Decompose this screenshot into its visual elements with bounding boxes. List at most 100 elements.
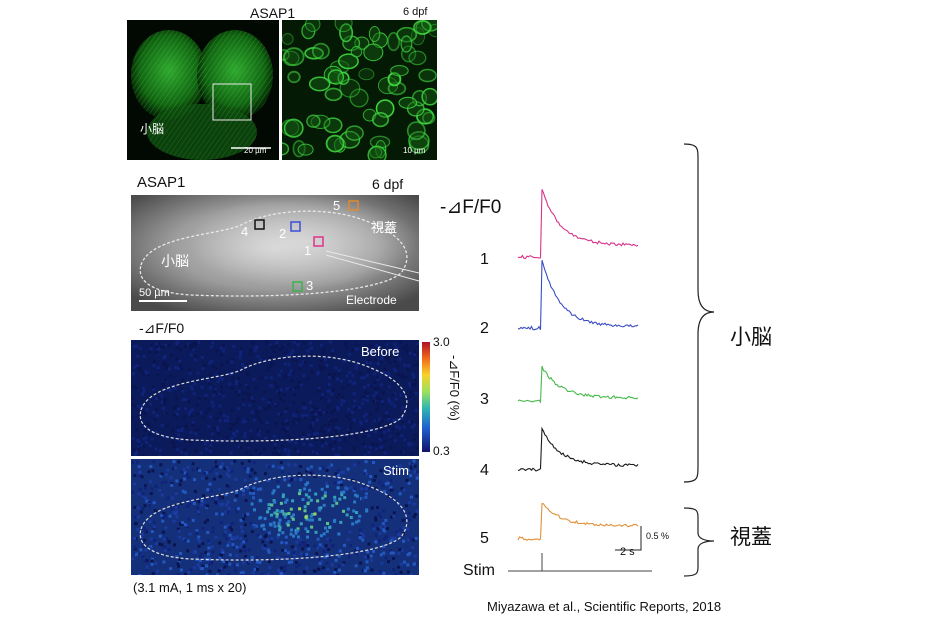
heatmap-pixel [143, 411, 147, 415]
heatmap-pixel [235, 554, 239, 558]
trace-label-2: 2 [480, 320, 489, 337]
heatmap-pixel [328, 372, 331, 376]
heatmap-pixel [233, 459, 237, 463]
heatmap-pixel [277, 568, 280, 572]
heatmap-pixel [239, 346, 243, 350]
heatmap-pixel [160, 493, 164, 497]
heatmap-pixel [241, 363, 245, 366]
heatmap-pixel [192, 502, 196, 505]
heatmap-pixel [225, 360, 229, 364]
heatmap-pixel [328, 340, 332, 344]
heatmap-pixel [372, 399, 375, 403]
heatmap-pixel [270, 537, 274, 541]
heatmap-pixel [203, 520, 207, 524]
heatmap-pixel [191, 347, 195, 351]
heatmap-pixel [387, 417, 391, 421]
heatmap-pixel [258, 429, 262, 433]
heatmap-pixel [206, 531, 210, 534]
heatmap-pixel [154, 447, 158, 451]
heatmap-pixel [293, 447, 297, 451]
heatmap-pixel [204, 471, 208, 475]
heatmap-pixel [289, 352, 293, 356]
heatmap-pixel [306, 530, 310, 533]
heatmap-pixel [395, 424, 399, 428]
heatmap-pixel [368, 486, 372, 490]
heatmap-pixel [302, 541, 306, 545]
heatmap-pixel [159, 463, 163, 467]
heatmap-pixel [406, 527, 410, 531]
heatmap-pixel [403, 425, 407, 429]
heatmap-pixel [298, 537, 302, 541]
heatmap-pixel [161, 519, 165, 523]
heatmap-pixel [278, 518, 282, 522]
heatmap-pixel [365, 560, 369, 564]
cell-outline [287, 70, 301, 84]
scale-bar [615, 526, 642, 551]
heatmap-pixel [221, 344, 225, 348]
heatmap-pixel [360, 376, 364, 380]
cell-outline [350, 46, 363, 58]
heatmap-pixel [348, 431, 352, 434]
electrode-label: Electrode [346, 293, 397, 307]
heatmap-pixel [276, 403, 280, 407]
heatmap-pixel [160, 423, 164, 427]
heatmap-pixel [398, 548, 402, 552]
heatmap-pixel [232, 432, 235, 436]
heatmap-pixel [414, 434, 418, 437]
heatmap-pixel [198, 565, 201, 569]
heatmap-pixel [219, 411, 223, 415]
heatmap-pixel [337, 393, 341, 396]
heatmap-pixel [409, 384, 413, 388]
heatmap-pixel [159, 474, 163, 478]
heatmap-pixel [240, 573, 244, 575]
heatmap-pixel [136, 366, 140, 370]
heatmap-pixel [399, 562, 403, 566]
heatmap-pixel [170, 483, 174, 487]
cell-outline [363, 43, 384, 62]
heatmap-pixel [394, 572, 398, 575]
heatmap-pixel [230, 528, 234, 532]
heatmap-pixel [370, 385, 374, 388]
heatmap-pixel [374, 443, 378, 447]
heatmap-pixel [394, 397, 398, 401]
heatmap-pixel [297, 472, 301, 475]
heatmap-pixel [245, 383, 248, 387]
heatmap-pixel [296, 343, 300, 347]
heatmap-pixel [221, 462, 225, 466]
heatmap-pixel [266, 538, 270, 542]
heatmap-pixel [158, 449, 162, 453]
heatmap-pixel [280, 466, 284, 470]
heatmap-pixel [246, 444, 250, 447]
heatmap-pixel [391, 488, 395, 492]
heatmap-pixel [402, 526, 406, 530]
heatmap-pixel [328, 525, 332, 529]
heatmap-pixel [413, 350, 417, 354]
heatmap-pixel [380, 434, 384, 438]
heatmap-pixel [225, 484, 229, 488]
heatmap-pixel [242, 391, 245, 395]
heatmap-pixel [272, 434, 276, 438]
colorbar-max: 3.0 [433, 335, 450, 349]
heatmap-pixel [195, 404, 199, 408]
heatmap-pixel [152, 525, 156, 529]
heatmap-pixel [281, 548, 285, 552]
heatmap-pixel [395, 381, 399, 384]
heatmap-pixel [318, 508, 322, 512]
heatmap-pixel [221, 550, 225, 554]
heatmap-pixel [256, 487, 260, 491]
heatmap-pixel [220, 503, 223, 507]
heatmap-pixel [220, 553, 223, 557]
heatmap-pixel [186, 539, 190, 543]
stim-label: Stim [383, 463, 409, 478]
heatmap-pixel [299, 473, 303, 477]
heatmap-pixel [161, 530, 165, 534]
heatmap-pixel [295, 358, 299, 362]
heatmap-pixel [269, 364, 273, 368]
heatmap-pixel [162, 511, 166, 515]
heatmap-pixel [237, 407, 241, 411]
heatmap-pixel [295, 540, 299, 544]
heatmap-pixel [261, 546, 265, 550]
heatmap-pixel [248, 491, 252, 495]
heatmap-pixel [276, 556, 280, 560]
heatmap-pixel [222, 560, 226, 563]
